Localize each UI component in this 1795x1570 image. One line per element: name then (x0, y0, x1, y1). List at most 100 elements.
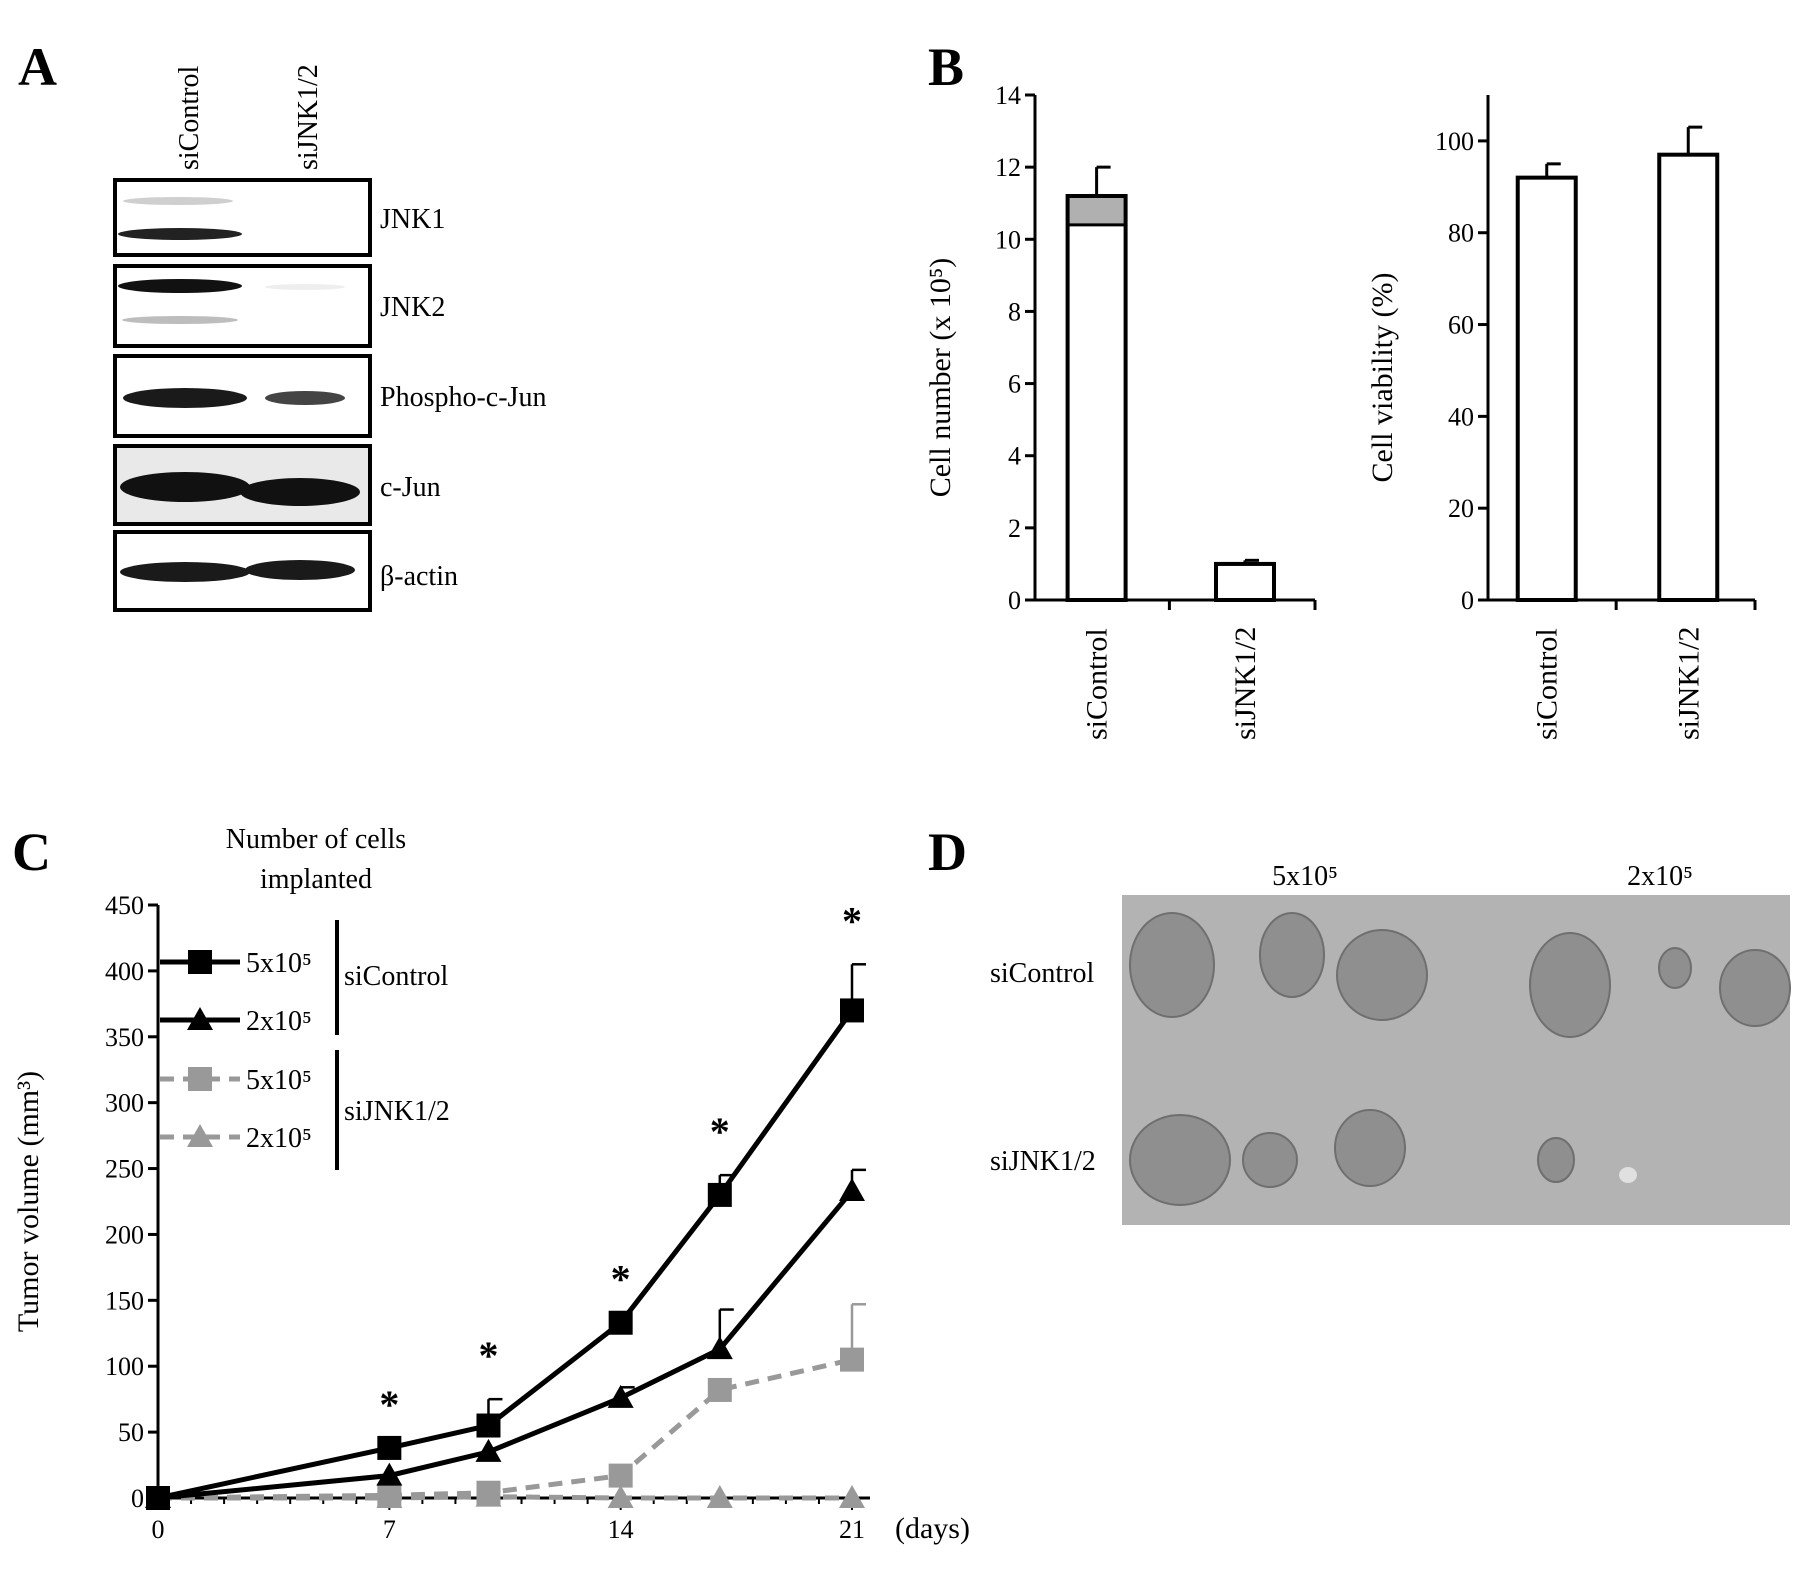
y-tick-label: 4 (1008, 442, 1021, 471)
tumor-sample (1129, 912, 1215, 1018)
y-axis-label: Tumor volume (mm³) (12, 1071, 45, 1332)
y-tick-label: 0 (131, 1484, 144, 1513)
tumor-samples (1129, 912, 1791, 1206)
x-tick-label: 0 (152, 1515, 165, 1544)
data-point-square (377, 1483, 402, 1508)
bar-chart-cell-viability: 0 20 40 60 80 100 Cell viability (%) siControl s… (1366, 95, 1757, 740)
panel-a-western-blot: A siControl siJNK1/2 JNK1 JNK2 Phospho-c… (18, 37, 546, 612)
data-point-triangle (376, 1462, 403, 1486)
series-0 (146, 963, 866, 1510)
data-point-triangle (706, 1336, 733, 1360)
y-tick-label: 300 (105, 1089, 144, 1118)
data-point-square (377, 1435, 402, 1460)
data-point-square (608, 1310, 633, 1335)
blot-phospho-c-jun: Phospho-c-Jun (113, 354, 546, 438)
panel-b-bar-charts: B 0 2 4 6 8 10 12 14 Cell number (x 10⁵) siContro… (924, 37, 1757, 740)
bar-chart-cell-number: 0 2 4 6 8 10 12 14 Cell number (x 10⁵) siControl s… (924, 81, 1317, 740)
y-axis-label: Cell viability (%) (1366, 273, 1399, 483)
data-point-square (707, 1377, 732, 1402)
legend-entry-label: 2x10⁵ (246, 1123, 312, 1154)
data-point-square (707, 1182, 732, 1207)
tumor-photo (1122, 895, 1791, 1225)
blot-c-jun: c-Jun (113, 444, 441, 526)
series-line (157, 1008, 855, 1501)
bar (1657, 152, 1720, 602)
panel-d-tumor-photo: D 5x10⁵ 2x10⁵ siControl siJNK1/2 (928, 822, 1791, 1225)
data-point-triangle (475, 1438, 502, 1462)
panel-c-letter: C (12, 822, 51, 882)
tumor-sample (1242, 1132, 1298, 1188)
significance-asterisk: * (379, 1382, 399, 1427)
tumor-sample (1529, 932, 1611, 1038)
data-point-triangle (839, 1485, 865, 1508)
y-tick-label: 200 (105, 1220, 144, 1249)
panel-b-letter: B (928, 37, 964, 97)
bar (1214, 561, 1276, 603)
tumor-sample (1658, 947, 1692, 989)
tumor-sample (1334, 1109, 1406, 1187)
legend-entry-label: 5x10⁵ (246, 948, 312, 979)
y-tick-label: 8 (1008, 297, 1021, 326)
x-tick-label: 14 (608, 1515, 634, 1544)
bar (1065, 194, 1128, 602)
data-point-triangle (839, 1177, 865, 1201)
legend: 5x10⁵ 2x10⁵ 5x10⁵ 2x10⁵ siControl siJNK1/2 (160, 920, 450, 1170)
y-tick-label: 50 (118, 1418, 144, 1447)
series-1 (145, 1168, 866, 1508)
legend-marker-square (188, 950, 212, 974)
blot-beta-actin: β-actin (113, 530, 458, 612)
lane-label-sijnk: siJNK1/2 (293, 64, 324, 170)
significance-asterisk: * (842, 898, 862, 943)
legend-marker-triangle (187, 1007, 213, 1030)
tumor-sample (1129, 1114, 1231, 1206)
y-tick-label: 2 (1008, 514, 1021, 543)
blot-label-jnk2: JNK2 (380, 292, 445, 323)
data-point-triangle (607, 1384, 634, 1408)
lane-label-sicontrol: siControl (174, 66, 205, 170)
data-point-square (840, 998, 864, 1023)
data-point-square (146, 1486, 170, 1510)
significance-asterisk: * (710, 1109, 730, 1154)
y-tick-label: 100 (105, 1352, 144, 1381)
column-label-2x10-5: 2x10⁵ (1627, 861, 1693, 892)
x-category-label: siJNK1/2 (1672, 627, 1705, 740)
tumor-sample (1537, 1137, 1575, 1183)
bar (1515, 175, 1578, 603)
legend-entry-label: 5x10⁵ (246, 1065, 312, 1096)
y-tick-label: 80 (1448, 219, 1474, 248)
panel-d-letter: D (928, 822, 967, 882)
x-category-label: siJNK1/2 (1229, 627, 1262, 740)
y-tick-label: 100 (1435, 127, 1474, 156)
y-tick-label: 450 (105, 891, 144, 920)
y-tick-label: 400 (105, 957, 144, 986)
y-tick-label: 350 (105, 1023, 144, 1052)
x-tick-label: 7 (383, 1515, 396, 1544)
data-point-square (840, 1347, 864, 1372)
legend-group-label: siControl (344, 961, 448, 992)
tumor-sample (1619, 1167, 1637, 1183)
blot-jnk2: JNK2 (113, 264, 445, 348)
y-tick-label: 10 (995, 225, 1021, 254)
legend-group-label: siJNK1/2 (344, 1096, 450, 1127)
y-tick-label: 40 (1448, 402, 1474, 431)
x-category-label: siControl (1081, 628, 1114, 740)
legend-title-line-2: implanted (260, 864, 372, 895)
legend-title-line-1: Number of cells (226, 824, 406, 855)
y-tick-label: 60 (1448, 311, 1474, 340)
data-point-square (608, 1463, 633, 1488)
tumor-volume-chart: 0 50 100 150 200 250 300 350 400 450 0 7 14 21 (days) T… (12, 891, 970, 1545)
data-point-square (476, 1413, 501, 1438)
data-point-triangle (607, 1485, 634, 1508)
legend-entry-label: 2x10⁵ (246, 1006, 312, 1037)
x-axis-unit: (days) (895, 1512, 970, 1545)
series-line (157, 1189, 854, 1501)
panel-c-line-chart: C Number of cells implanted 0 50 100 150 200… (12, 822, 970, 1545)
x-tick-label: 21 (839, 1515, 865, 1544)
data-point-square (476, 1480, 501, 1505)
significance-asterisk: * (478, 1333, 498, 1378)
row-label-sijnk: siJNK1/2 (990, 1146, 1096, 1177)
blot-jnk1: JNK1 (113, 178, 445, 257)
significance-asterisk: * (611, 1257, 631, 1302)
y-tick-label: 14 (995, 81, 1021, 110)
